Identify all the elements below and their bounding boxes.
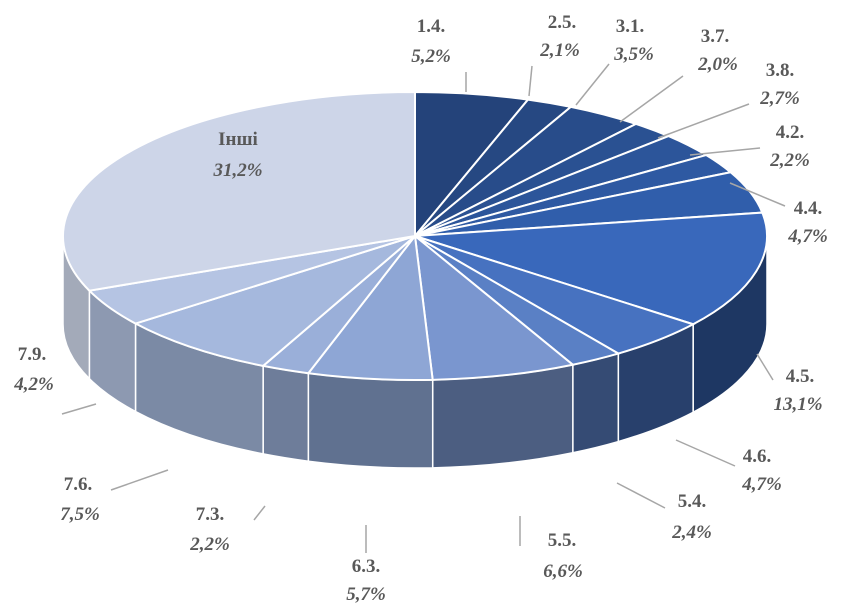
pie-slice-13 (132, 235, 416, 367)
slice-label-5: 4.2. (776, 122, 805, 143)
leader-line-6 (729, 182, 786, 207)
slice-label-11: 6.3. (352, 556, 381, 577)
leader-line-8 (675, 439, 736, 467)
slice-label-13: 7.6. (64, 474, 93, 495)
slice-label-6: 4.4. (794, 198, 823, 219)
slice-label-12: 7.3. (196, 504, 225, 525)
slice-value-label-12: 2,2% (189, 534, 230, 555)
slice-label-0: 1.4. (417, 16, 446, 37)
slice-value-label-6: 4,7% (787, 226, 828, 247)
slice-value-label-2: 3,5% (613, 44, 654, 65)
slice-value-label-5: 2,2% (769, 150, 810, 171)
leader-line-12 (253, 505, 266, 521)
pie-side-9 (572, 352, 620, 454)
slice-value-label-10: 6,6% (543, 561, 583, 582)
leader-line-5 (689, 147, 761, 156)
pie-side-12 (262, 364, 310, 463)
pie-side-11 (307, 372, 434, 469)
pie-slice-10 (413, 233, 576, 381)
slice-label-7: 4.5. (786, 366, 815, 387)
leader-line-13 (110, 469, 169, 491)
slice-value-label-14: 4,2% (13, 374, 54, 395)
slice-value-label-15: 31,2% (212, 160, 262, 181)
slice-value-label-1: 2,1% (539, 40, 580, 61)
slice-value-label-13: 7,5% (60, 504, 100, 525)
leader-line-9 (616, 482, 666, 509)
slice-label-9: 5.4. (678, 491, 707, 512)
slice-value-label-7: 13,1% (773, 394, 822, 415)
slice-value-label-8: 4,7% (741, 474, 782, 495)
slice-value-label-11: 5,7% (346, 584, 386, 605)
leader-line-4 (657, 103, 750, 139)
pie-slice-7 (414, 211, 768, 326)
slice-value-label-0: 5,2% (411, 46, 451, 67)
slice-label-2: 3.1. (616, 16, 645, 37)
leader-line-7 (756, 353, 774, 381)
slice-label-8: 4.6. (743, 446, 772, 467)
pie-top-group (62, 90, 768, 381)
slice-value-label-9: 2,4% (671, 522, 712, 543)
slice-label-14: 7.9. (18, 344, 47, 365)
pie-slice-15 (62, 90, 416, 292)
leader-line-3 (619, 75, 684, 123)
leader-line-2 (575, 63, 610, 106)
slice-value-label-4: 2,7% (759, 88, 800, 109)
pie-side-group (62, 235, 768, 469)
slice-value-label-3: 2,0% (697, 54, 738, 75)
pie-slice-11 (306, 233, 434, 381)
pie-side-10 (431, 363, 574, 469)
slice-label-4: 3.8. (766, 60, 795, 81)
slice-label-15: Інші (218, 129, 258, 150)
leader-line-14 (61, 403, 97, 415)
slice-label-1: 2.5. (548, 12, 577, 33)
slice-label-3: 3.7. (701, 26, 730, 47)
leader-line-1 (528, 65, 533, 97)
pie-label-group: 1.4. 5,2% 2.5. 2,1% 3.1. 3,5% 3.7. 2,0% 3.8. 2,7%… (13, 12, 828, 605)
slice-label-10: 5.5. (548, 530, 577, 551)
